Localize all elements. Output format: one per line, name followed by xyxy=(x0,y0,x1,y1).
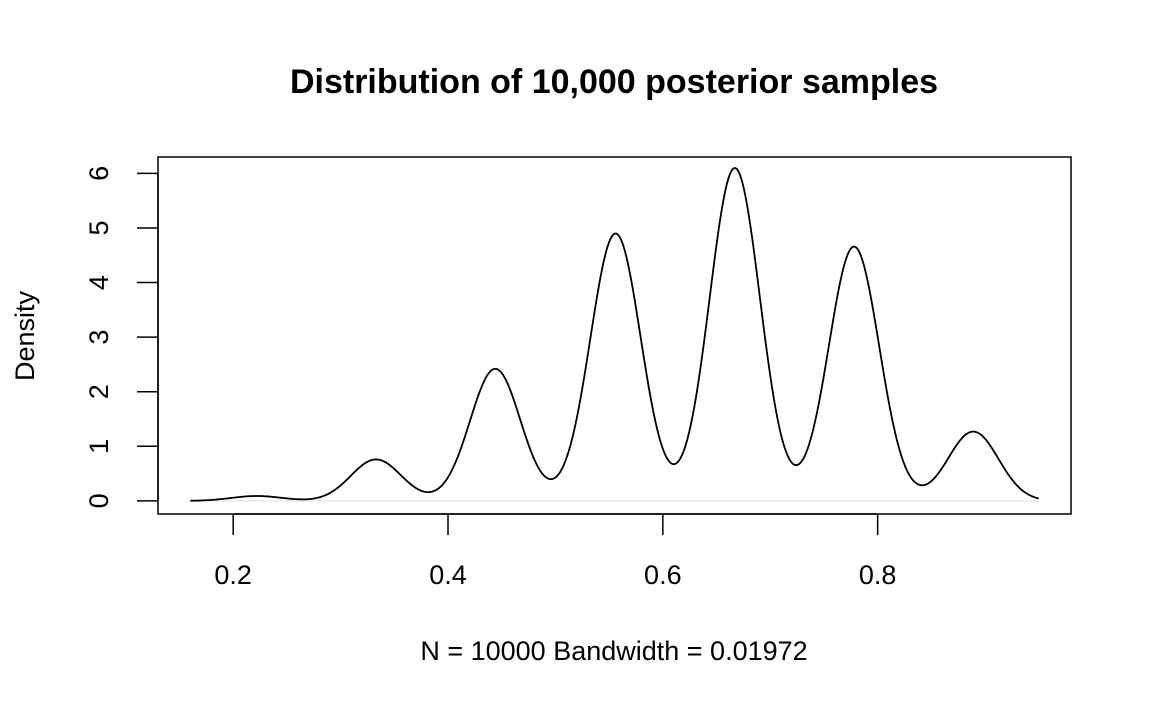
y-tick-label: 6 xyxy=(84,166,114,181)
density-curve xyxy=(190,166,1040,502)
x-tick-label: 0.2 xyxy=(214,560,252,590)
x-tick-label: 0.8 xyxy=(859,560,897,590)
y-axis: 0 1 2 3 4 5 6 xyxy=(84,166,159,508)
x-axis: 0.2 0.4 0.6 0.8 xyxy=(214,513,897,590)
y-axis-label: Density xyxy=(10,290,40,381)
y-tick-label: 4 xyxy=(84,275,114,290)
x-tick-label: 0.4 xyxy=(429,560,467,590)
y-tick-label: 3 xyxy=(84,330,114,345)
x-axis-label: N = 10000 Bandwidth = 0.01972 xyxy=(420,636,807,666)
y-tick-label: 0 xyxy=(84,493,114,508)
y-tick-label: 1 xyxy=(84,439,114,454)
x-tick-label: 0.6 xyxy=(644,560,682,590)
chart-title: Distribution of 10,000 posterior samples xyxy=(290,63,938,101)
y-tick-label: 5 xyxy=(84,220,114,235)
plot-frame xyxy=(157,156,1072,515)
y-tick-label: 2 xyxy=(84,384,114,399)
